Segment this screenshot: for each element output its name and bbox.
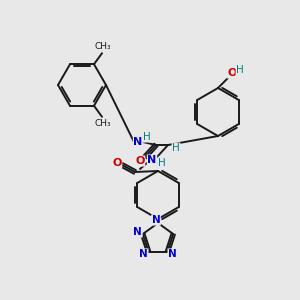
Text: O: O — [112, 158, 122, 168]
Text: H: H — [158, 158, 166, 168]
Text: O: O — [227, 68, 237, 78]
Text: CH₃: CH₃ — [95, 42, 111, 51]
Text: N: N — [134, 137, 142, 147]
Text: H: H — [236, 65, 244, 75]
Text: N: N — [147, 155, 157, 165]
Text: N: N — [168, 249, 177, 259]
Text: N: N — [152, 215, 160, 225]
Text: H: H — [143, 132, 151, 142]
Text: H: H — [172, 143, 180, 153]
Text: N: N — [134, 227, 142, 237]
Text: O: O — [135, 156, 145, 166]
Text: N: N — [139, 249, 148, 259]
Text: CH₃: CH₃ — [95, 119, 111, 128]
